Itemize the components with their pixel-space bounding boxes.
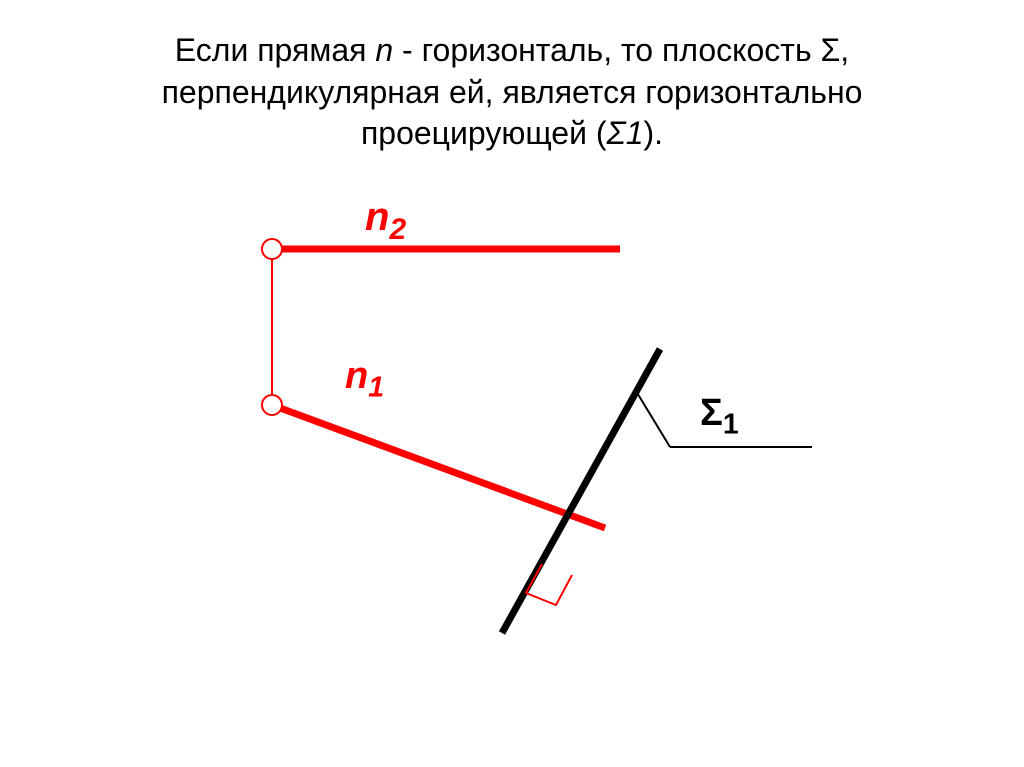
label-n2-sub: 2 [389, 213, 406, 246]
label-n1-text: n [345, 355, 368, 397]
heading-line3-b: ). [643, 115, 663, 151]
label-sigma: Σ1 [700, 392, 739, 442]
heading-line3-a: проецирующей ( [361, 115, 607, 151]
heading-line3-sigma: Σ1 [607, 115, 644, 151]
heading-line1-c: , [840, 32, 849, 68]
label-n2: n2 [365, 195, 406, 247]
heading-line1-sigma: Σ [821, 32, 841, 68]
label-sigma-sub: 1 [723, 408, 739, 440]
label-sigma-text: Σ [700, 392, 723, 434]
heading-line2: перпендикулярная ей, является горизонтал… [162, 74, 863, 110]
heading-line1-b: - горизонталь, то плоскость [393, 32, 820, 68]
label-n1: n1 [345, 355, 384, 405]
heading-line1-n: n [375, 32, 393, 68]
diagram: n2 n1 Σ1 [0, 155, 1024, 715]
heading-text: Если прямая n - горизонталь, то плоскост… [0, 0, 1024, 155]
diagram-svg [0, 155, 1024, 715]
label-n1-sub: 1 [368, 371, 384, 403]
heading-line1-a: Если прямая [175, 32, 376, 68]
label-n2-text: n [365, 195, 389, 239]
